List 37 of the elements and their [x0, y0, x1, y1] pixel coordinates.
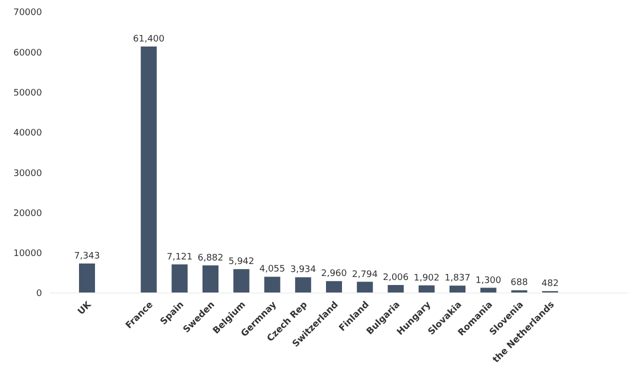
- data-label: 7,121: [166, 252, 193, 262]
- bar: [511, 290, 528, 293]
- data-label: 4,055: [259, 264, 286, 275]
- bar: [233, 269, 250, 293]
- y-tick-label: 0: [36, 289, 42, 300]
- data-label: 3,934: [290, 265, 316, 276]
- bar: [326, 281, 342, 293]
- bar: [418, 285, 435, 293]
- data-label: 6,882: [198, 253, 224, 264]
- data-label: 5,942: [228, 257, 254, 268]
- data-label: 2,006: [382, 272, 409, 283]
- data-label: 482: [542, 279, 559, 290]
- bar: [79, 264, 95, 293]
- bar: [140, 46, 157, 293]
- y-tick-label: 20000: [13, 208, 42, 219]
- y-tick-label: 50000: [13, 88, 42, 98]
- data-label: 1,902: [414, 273, 440, 284]
- data-label: 2,794: [352, 270, 378, 280]
- data-label: 2,960: [321, 269, 348, 280]
- x-tick-label: UK: [76, 299, 94, 318]
- y-tick-label: 70000: [13, 8, 42, 18]
- y-tick-label: 60000: [13, 48, 42, 58]
- bar: [450, 286, 466, 293]
- bar: [202, 265, 218, 293]
- y-tick-label: 40000: [13, 128, 42, 139]
- data-label: 61,400: [133, 34, 165, 45]
- bar: [388, 284, 404, 293]
- bar: [295, 277, 312, 293]
- data-label: 688: [510, 278, 528, 288]
- data-label: 7,343: [74, 252, 100, 262]
- bar: [356, 282, 373, 293]
- data-label: 1,837: [444, 274, 470, 284]
- y-tick-label: 30000: [13, 168, 42, 179]
- y-tick-label: 10000: [13, 249, 42, 260]
- bar: [264, 276, 280, 293]
- data-label: 1,300: [475, 276, 502, 286]
- bar: [172, 264, 188, 293]
